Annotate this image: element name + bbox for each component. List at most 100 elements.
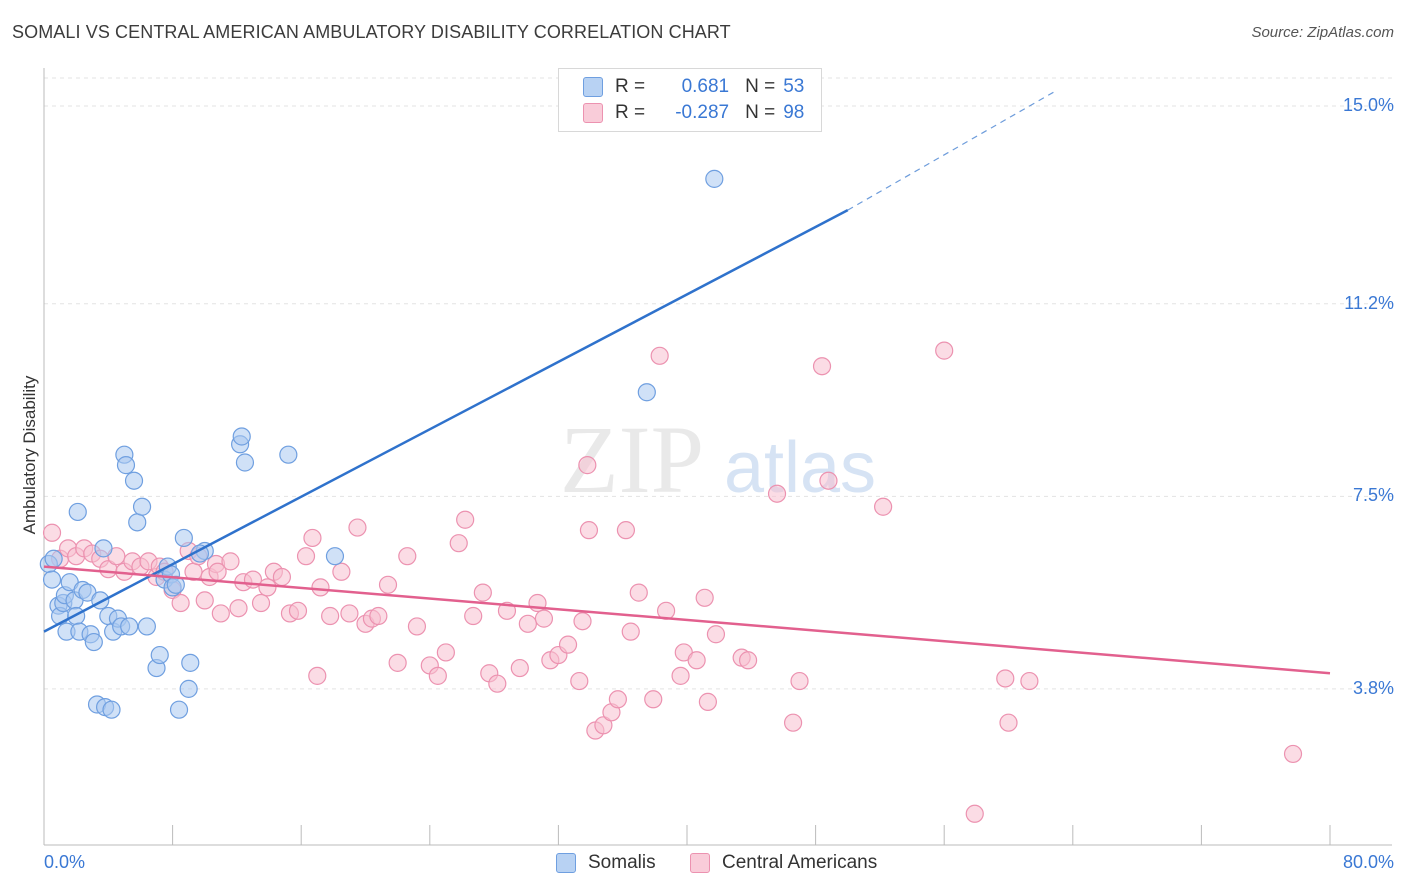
central-american-point xyxy=(706,625,726,644)
n-label: N = xyxy=(745,102,776,123)
somalis-trend-extension xyxy=(847,89,1058,211)
central-american-point xyxy=(388,653,407,672)
central-american-point xyxy=(42,523,62,542)
central-american-point xyxy=(369,606,388,626)
central-american-point xyxy=(935,341,954,360)
somali-point xyxy=(325,547,345,566)
somali-point xyxy=(102,700,121,719)
central-american-point xyxy=(965,804,984,823)
central-american-point xyxy=(258,578,277,597)
somali-point xyxy=(44,549,63,568)
central-american-point xyxy=(208,562,227,581)
central-american-point xyxy=(456,510,475,529)
central-american-point xyxy=(288,601,308,620)
central-american-point xyxy=(296,547,316,566)
pink-swatch xyxy=(583,103,603,123)
central-american-point xyxy=(790,671,809,691)
central-american-point xyxy=(783,713,803,732)
r-value: -0.287 xyxy=(675,102,730,123)
central-american-point xyxy=(398,547,417,566)
central-american-point xyxy=(573,612,592,631)
y-tick-label: 7.5% xyxy=(1352,485,1394,506)
central-american-point xyxy=(332,562,351,581)
central-american-point xyxy=(570,671,589,691)
somalis-trend-line xyxy=(43,208,849,633)
central-american-point xyxy=(999,713,1018,732)
central-american-point xyxy=(621,622,640,641)
somali-point xyxy=(637,383,656,402)
central-american-point xyxy=(378,575,398,594)
central-american-point xyxy=(311,578,330,597)
y-tick-label: 15.0% xyxy=(1342,95,1394,116)
central-american-point xyxy=(671,666,690,685)
x-tick-label-min: 0.0% xyxy=(44,852,86,872)
somali-point xyxy=(705,169,724,188)
central-american-point xyxy=(464,606,483,626)
central-americans-points xyxy=(42,341,1303,823)
somali-point xyxy=(181,653,200,672)
n-label: N = xyxy=(745,76,776,97)
somali-point xyxy=(235,453,255,472)
central-american-point xyxy=(738,651,758,670)
legend-label-central-americans: Central Americans xyxy=(722,852,878,873)
r-value: 0.681 xyxy=(681,76,730,97)
central-american-point xyxy=(303,528,322,548)
pink-swatch xyxy=(690,853,710,873)
somali-point xyxy=(120,617,139,636)
central-american-point xyxy=(195,591,214,610)
somali-point xyxy=(232,427,251,446)
central-american-point xyxy=(251,593,271,613)
central-american-point xyxy=(644,690,663,709)
somali-point xyxy=(179,679,198,698)
central-american-point xyxy=(221,552,240,571)
y-tick-label: 11.2% xyxy=(1344,292,1394,313)
grid-lines xyxy=(44,77,1392,690)
central-american-point xyxy=(488,674,507,693)
blue-swatch xyxy=(556,853,576,873)
central-american-point xyxy=(698,692,717,711)
central-american-point xyxy=(518,614,537,633)
central-american-point xyxy=(629,583,648,602)
somali-point xyxy=(94,539,113,558)
legend-row-central-americans: R = -0.287 N = 98 xyxy=(583,101,804,125)
central-american-point xyxy=(436,643,455,662)
central-american-point xyxy=(874,497,893,516)
somali-point xyxy=(174,528,193,548)
legend-label-somalis: Somalis xyxy=(588,852,656,873)
central-american-point xyxy=(1020,671,1039,691)
central-american-point xyxy=(229,599,248,618)
trend-lines xyxy=(43,89,1331,675)
central-american-point xyxy=(272,567,292,587)
legend-item-somalis[interactable]: Somalis xyxy=(556,852,656,874)
central-american-point xyxy=(594,716,613,735)
central-american-point xyxy=(1283,744,1303,764)
legend-item-central-americans[interactable]: Central Americans xyxy=(690,852,877,874)
central-american-point xyxy=(687,651,706,670)
blue-swatch xyxy=(583,77,603,97)
somali-point xyxy=(42,570,62,589)
n-value: 53 xyxy=(783,76,805,97)
x-tick-label-max: 80.0% xyxy=(1342,852,1394,872)
axes xyxy=(43,68,1392,846)
somalis-points xyxy=(39,169,724,719)
central-american-point xyxy=(510,658,529,678)
central-american-point xyxy=(650,346,669,365)
somali-point xyxy=(124,471,144,490)
n-value: 98 xyxy=(783,102,805,123)
central-american-point xyxy=(558,635,578,654)
central-american-point xyxy=(473,583,492,602)
somali-point xyxy=(68,502,87,522)
central-american-point xyxy=(321,606,340,626)
somali-point xyxy=(132,497,152,516)
central-americans-trend-line xyxy=(43,565,1331,675)
watermark: ZIP atlas xyxy=(560,406,876,513)
somali-point xyxy=(137,617,156,636)
central-american-point xyxy=(449,534,468,553)
central-american-point xyxy=(340,604,359,623)
central-american-point xyxy=(171,593,190,613)
somali-point xyxy=(169,700,189,719)
central-american-point xyxy=(608,690,627,709)
chart-title: SOMALI VS CENTRAL AMERICAN AMBULATORY DI… xyxy=(12,22,731,42)
central-american-point xyxy=(534,609,554,628)
